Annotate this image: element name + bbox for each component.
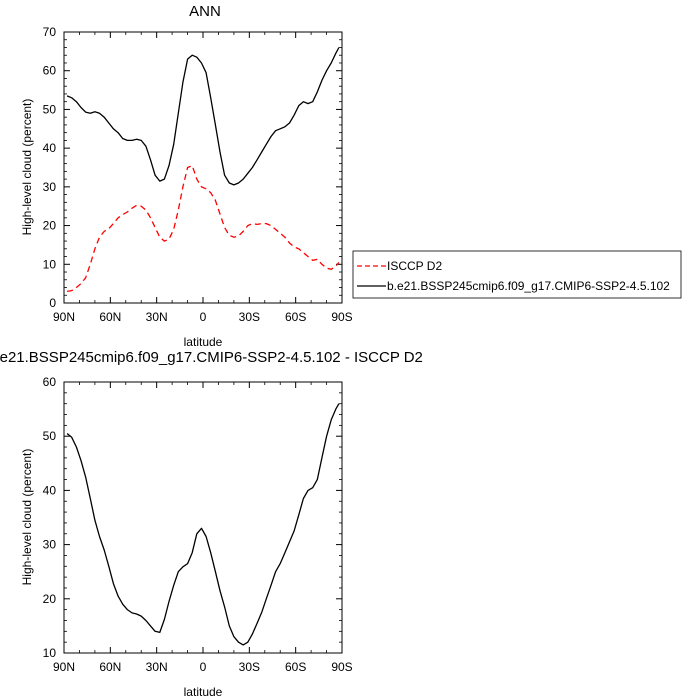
bottom-x-tick-label: 90N [53, 660, 75, 674]
top-x-tick-label: 0 [200, 310, 207, 324]
bottom-plot-area: 90N 60N 30N 0 30S 60S 90S 10 20 30 40 50 60 [43, 375, 353, 674]
bottom-x-tick-label: 0 [200, 660, 207, 674]
bottom-y-tick-label: 60 [43, 375, 57, 389]
top-x-tick-label: 60N [99, 310, 121, 324]
bottom-x-tick-label: 60S [285, 660, 306, 674]
bottom-difference-series-line [66, 403, 340, 646]
bottom-axes-frame [63, 381, 343, 654]
bottom-y-tick-label: 40 [43, 483, 57, 497]
legend-box [352, 250, 682, 299]
top-panel: ANN 90N 60N 30N 0 30S 60S 90S 0 10 20 30 40 50 60 70 l… [20, 3, 682, 349]
top-axes-frame [63, 31, 343, 304]
legend: ISCCP D2 b.e21.BSSP245cmip6.f09_g17.CMIP… [352, 250, 682, 299]
bottom-chart-title: b.e21.BSSP245cmip6.f09_g17.CMIP6-SSP2-4.… [0, 349, 423, 366]
bottom-y-tick-label: 50 [43, 429, 57, 443]
top-plot-area: 90N 60N 30N 0 30S 60S 90S 0 10 20 30 40 50 60 70 [43, 25, 353, 324]
top-y-tick-label: 60 [43, 64, 57, 78]
bottom-x-tick-label: 30N [146, 660, 168, 674]
legend-label-model: b.e21.BSSP245cmip6.f09_g17.CMIP6-SSP2-4.… [387, 279, 670, 293]
top-y-axis-label: High-level cloud (percent) [20, 99, 34, 236]
top-y-tick-label: 10 [43, 257, 57, 271]
top-x-tick-label: 30S [239, 310, 260, 324]
top-x-tick-label: 60S [285, 310, 306, 324]
bottom-x-axis-label: latitude [184, 685, 223, 699]
top-chart-title: ANN [189, 3, 221, 20]
bottom-y-axis-label: High-level cloud (percent) [20, 449, 34, 586]
bottom-x-tick-label: 30S [239, 660, 260, 674]
bottom-y-tick-label: 20 [43, 592, 57, 606]
bottom-panel: b.e21.BSSP245cmip6.f09_g17.CMIP6-SSP2-4.… [0, 349, 423, 699]
top-y-tick-label: 0 [49, 296, 56, 310]
top-x-tick-label: 30N [146, 310, 168, 324]
top-y-tick-label: 30 [43, 180, 57, 194]
top-x-tick-label: 90S [331, 310, 352, 324]
bottom-x-tick-label: 60N [99, 660, 121, 674]
bottom-y-tick-label: 10 [43, 646, 57, 660]
top-y-tick-label: 50 [43, 102, 57, 116]
top-y-tick-label: 20 [43, 219, 57, 233]
top-y-tick-label: 70 [43, 25, 57, 39]
bottom-x-tick-label: 90S [331, 660, 352, 674]
top-y-tick-label: 40 [43, 141, 57, 155]
bottom-y-tick-label: 30 [43, 538, 57, 552]
legend-label-isccp: ISCCP D2 [387, 259, 442, 273]
top-isccp-d2-series-line [66, 164, 340, 293]
top-x-axis-label: latitude [184, 335, 223, 349]
top-model-series-line [66, 47, 340, 186]
top-x-tick-label: 90N [53, 310, 75, 324]
